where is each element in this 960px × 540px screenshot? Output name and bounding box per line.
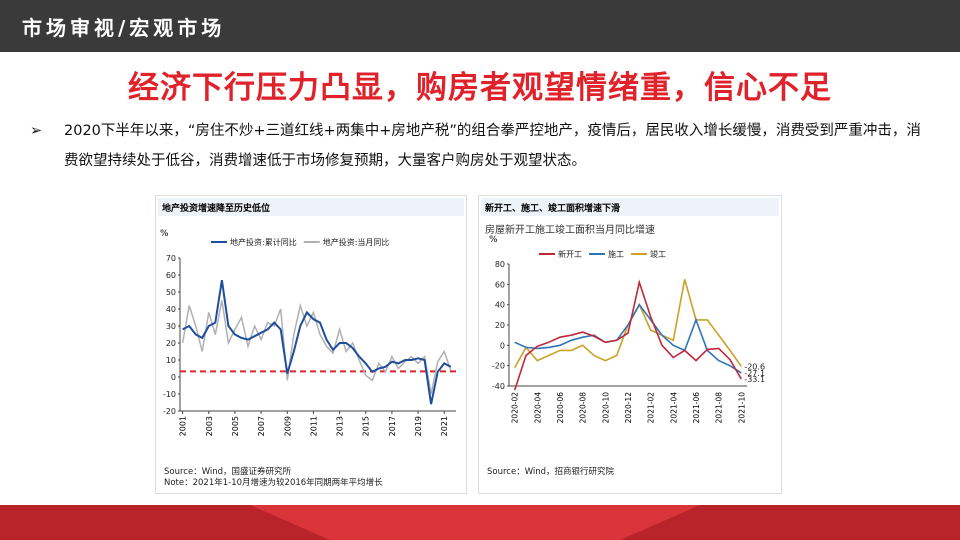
x-tick-label: 2021-06 bbox=[692, 392, 701, 424]
x-tick-label: 2009 bbox=[283, 416, 292, 436]
bullet-marker: ➢ bbox=[30, 123, 43, 139]
y-tick-label: 20 bbox=[166, 339, 176, 348]
footer-decoration bbox=[0, 505, 960, 540]
y-tick-label: 80 bbox=[495, 260, 505, 269]
x-tick-label: 2011 bbox=[309, 416, 318, 436]
y-tick-label: 0 bbox=[171, 373, 176, 382]
chart-left: 地产投资增速降至历史低位% -20 -10 0 10 20 30 40 50 60 70 2001 20… bbox=[155, 195, 467, 494]
y-axis-label: % bbox=[489, 235, 498, 245]
x-tick-label: 2021-10 bbox=[737, 392, 746, 424]
series-line bbox=[513, 279, 742, 391]
x-tick-label: 2020-10 bbox=[601, 392, 610, 424]
x-tick-label: 2005 bbox=[231, 416, 240, 436]
y-tick-label: 20 bbox=[495, 321, 505, 330]
title-strip bbox=[481, 198, 779, 216]
x-tick-label: 2021-08 bbox=[715, 392, 724, 424]
x-tick-label: 2019 bbox=[414, 416, 423, 436]
x-tick-label: 2020-04 bbox=[533, 392, 542, 424]
y-tick-label: 40 bbox=[495, 301, 505, 310]
x-tick-label: 2020-12 bbox=[624, 392, 633, 424]
x-tick-label: 2021 bbox=[440, 416, 449, 436]
end-label: -33.1 bbox=[744, 375, 765, 384]
header-bar: 市场审视/宏观市场 bbox=[0, 0, 960, 52]
legend-label: 新开工 bbox=[558, 249, 582, 259]
footer-shape bbox=[620, 505, 960, 540]
y-tick-label: 50 bbox=[166, 288, 176, 297]
title-strip bbox=[158, 198, 464, 216]
x-tick-label: 2021-02 bbox=[647, 392, 656, 424]
chart-subtitle: 房屋新开工施工竣工面积当月同比增速 bbox=[485, 223, 655, 236]
y-tick-label: 0 bbox=[500, 341, 505, 350]
y-tick-label: 60 bbox=[166, 271, 176, 280]
x-tick-label: 2013 bbox=[336, 416, 345, 436]
y-tick-label: -10 bbox=[163, 390, 176, 399]
bullet: ➢ 2020下半年以来，“房住不炒+三道红线+两集中+房地产税”的组合拳严控地产，… bbox=[30, 116, 930, 176]
y-tick-label: 40 bbox=[166, 305, 176, 314]
x-tick-label: 2015 bbox=[362, 416, 371, 436]
chart-title: 新开工、施工、竣工面积增速下滑 bbox=[485, 202, 620, 214]
x-tick-label: 2020-02 bbox=[511, 392, 520, 424]
x-tick-label: 2017 bbox=[388, 416, 397, 436]
bullet-text: 2020下半年以来，“房住不炒+三道红线+两集中+房地产税”的组合拳严控地产，疫… bbox=[64, 123, 921, 169]
legend-label: 地产投资:累计同比 bbox=[230, 237, 297, 247]
source-note: Note：2021年1-10月增速为较2016年同期两年平均增长 bbox=[164, 477, 383, 488]
end-label: -27.1 bbox=[744, 369, 765, 378]
x-tick-label: 2003 bbox=[205, 416, 214, 436]
footer-shape bbox=[0, 505, 330, 540]
x-tick-label: 2007 bbox=[257, 416, 266, 436]
series-line bbox=[181, 300, 452, 395]
x-tick-label: 2020-06 bbox=[556, 392, 565, 424]
end-label: -20.6 bbox=[744, 362, 765, 371]
legend-label: 地产投资:当月同比 bbox=[323, 237, 390, 247]
chart-title: 地产投资增速降至历史低位 bbox=[162, 202, 270, 214]
header-title: 市场审视/宏观市场 bbox=[22, 16, 226, 40]
y-tick-label: -40 bbox=[492, 382, 505, 391]
legend-label: 竣工 bbox=[650, 249, 666, 259]
y-tick-label: 70 bbox=[166, 254, 176, 263]
legend-label: 施工 bbox=[608, 249, 624, 259]
source-note: Source：Wind，国盛证券研究所 bbox=[164, 466, 292, 477]
headline: 经济下行压力凸显，购房者观望情绪重，信心不足 bbox=[128, 70, 832, 106]
x-tick-label: 2020-08 bbox=[579, 392, 588, 424]
source-note: Source：Wind，招商银行研究院 bbox=[487, 466, 615, 477]
y-tick-label: 30 bbox=[166, 322, 176, 331]
y-tick-label: 60 bbox=[495, 280, 505, 289]
y-tick-label: 10 bbox=[166, 356, 176, 365]
y-tick-label: -20 bbox=[492, 362, 505, 371]
x-tick-label: 2021-04 bbox=[669, 392, 678, 424]
series-line bbox=[182, 279, 452, 405]
y-axis-label: % bbox=[160, 229, 169, 239]
series-line bbox=[514, 303, 742, 374]
x-tick-label: 2001 bbox=[179, 416, 188, 436]
y-tick-label: -20 bbox=[163, 407, 176, 416]
